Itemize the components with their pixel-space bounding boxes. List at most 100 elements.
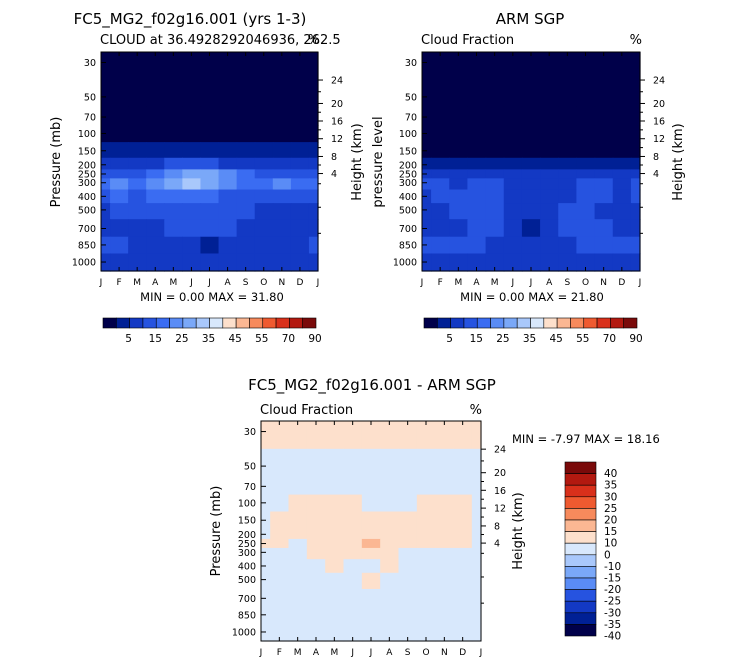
colorbar-swatch xyxy=(302,317,317,329)
y-tick-label: 100 xyxy=(238,498,256,509)
heatmap-cell xyxy=(272,142,292,159)
x-tick-label: J xyxy=(479,648,483,658)
heatmap-cell xyxy=(270,547,290,560)
colorbar-swatch xyxy=(564,600,597,614)
heatmap-cell xyxy=(435,623,455,642)
heatmap-cell xyxy=(343,559,363,574)
heatmap-cell xyxy=(164,52,183,81)
y-right-tick-label: 8 xyxy=(494,521,500,532)
x-tick-label: J xyxy=(529,278,533,288)
heatmap-cell xyxy=(290,157,310,170)
heatmap-cell xyxy=(272,125,292,143)
heatmap-cell xyxy=(435,572,455,590)
heatmap-cell xyxy=(270,476,290,496)
heatmap-cell xyxy=(128,189,147,204)
heatmap-cell xyxy=(485,236,505,255)
colorbar-swatch xyxy=(195,317,210,329)
heatmap-cell xyxy=(485,169,505,179)
colorbar-swatch xyxy=(564,496,597,509)
heatmap-cell xyxy=(416,448,436,477)
y-tick-label: 850 xyxy=(399,240,417,251)
heatmap-cell xyxy=(471,538,482,549)
heatmap-cell xyxy=(218,253,238,272)
heatmap-cell xyxy=(380,559,400,574)
heatmap-cell xyxy=(467,169,487,179)
heatmap-cell xyxy=(467,125,487,143)
colorbar-swatch xyxy=(564,508,597,521)
y-tick-label: 700 xyxy=(78,224,96,235)
x-tick-label: F xyxy=(116,278,121,288)
heatmap-cell xyxy=(101,253,111,272)
heatmap-cell xyxy=(540,142,559,159)
y-right-tick-label: 16 xyxy=(331,116,343,127)
heatmap-cell xyxy=(521,253,541,272)
heatmap-cell xyxy=(471,527,482,540)
x-tick-label: O xyxy=(260,278,267,288)
heatmap-cell xyxy=(110,142,129,159)
heatmap-cell xyxy=(182,219,202,238)
heatmap-cell xyxy=(325,527,345,540)
heatmap-cell xyxy=(290,142,310,159)
colorbar-swatch xyxy=(564,461,597,474)
y-tick-label: 500 xyxy=(238,575,256,586)
x-tick-label: D xyxy=(296,278,303,288)
y-tick-label: 400 xyxy=(78,192,96,203)
panel-obs-footer: MIN = 0.00 MAX = 21.80 xyxy=(460,290,604,304)
y-right-tick-label: 24 xyxy=(494,445,506,456)
y-tick-label: 1000 xyxy=(393,258,417,269)
heatmap-cell xyxy=(416,606,436,624)
colorbar-label: 25 xyxy=(604,503,617,515)
heatmap-cell xyxy=(182,142,202,159)
heatmap-cell xyxy=(453,623,473,642)
heatmap-cell xyxy=(261,527,271,540)
x-tick-label: A xyxy=(224,278,231,288)
heatmap-cell xyxy=(380,421,400,450)
heatmap-cell xyxy=(540,52,559,81)
heatmap-cell xyxy=(453,476,473,496)
heatmap-cell xyxy=(485,178,505,191)
panel-obs-subtitle: Cloud Fraction xyxy=(421,33,514,48)
heatmap-cell xyxy=(471,494,482,513)
heatmap-cell xyxy=(164,125,183,143)
heatmap-cell xyxy=(435,538,455,549)
heatmap-cell xyxy=(471,572,482,590)
heatmap-cell xyxy=(261,623,271,642)
heatmap-cell xyxy=(540,106,559,126)
heatmap-cell xyxy=(288,559,308,574)
heatmap-cell xyxy=(630,236,641,255)
heatmap-cell xyxy=(146,52,165,81)
heatmap-cell xyxy=(288,494,308,513)
heatmap-cell xyxy=(558,169,578,179)
heatmap-cell xyxy=(288,588,308,608)
heatmap-cell xyxy=(290,178,310,191)
panel-diff-subtitle: Cloud Fraction xyxy=(260,403,353,418)
heatmap-cell xyxy=(485,142,505,159)
colorbar-label: 35 xyxy=(604,480,617,492)
colorbar-label: 55 xyxy=(255,333,268,345)
heatmap-cell xyxy=(422,52,432,81)
colorbar-label: -30 xyxy=(604,607,621,619)
heatmap-cell xyxy=(398,494,418,513)
y-right-tick-label: 20 xyxy=(331,99,343,110)
x-tick-label: J xyxy=(99,278,103,288)
y-right-tick-label: 8 xyxy=(653,152,659,163)
heatmap-cell xyxy=(254,219,274,238)
panel-diff-ylabel-right: Height (km) xyxy=(511,492,526,569)
heatmap-cell xyxy=(453,511,473,528)
heatmap-cell xyxy=(521,106,541,126)
colorbar-swatch xyxy=(564,577,597,590)
heatmap-cell xyxy=(306,511,326,528)
heatmap-cell xyxy=(435,606,455,624)
colorbar-swatch xyxy=(275,317,290,329)
heatmap-cell xyxy=(453,606,473,624)
heatmap-cell xyxy=(288,547,308,560)
heatmap-cell xyxy=(288,572,308,590)
colorbar-swatch xyxy=(564,554,597,567)
heatmap-cell xyxy=(254,169,274,179)
heatmap-cell xyxy=(630,52,641,81)
heatmap-cell xyxy=(261,448,271,477)
heatmap-cell xyxy=(612,189,632,204)
colorbar-swatch xyxy=(583,317,598,329)
heatmap-cell xyxy=(380,547,400,560)
